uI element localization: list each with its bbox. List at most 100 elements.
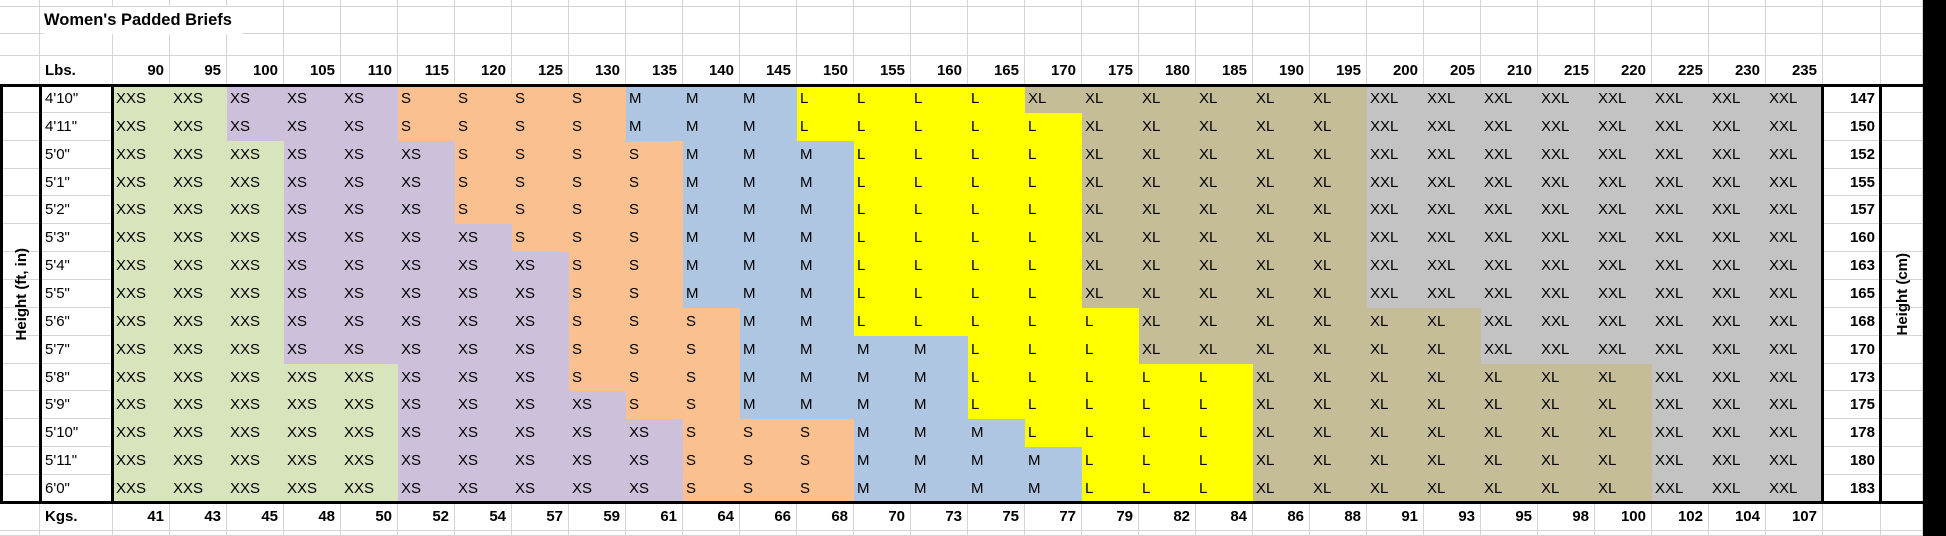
size-cell[interactable]: S bbox=[683, 307, 740, 336]
height-ft-in-cell[interactable]: 5'5" bbox=[40, 280, 113, 308]
size-cell[interactable]: XXL bbox=[1652, 475, 1709, 503]
size-cell[interactable]: M bbox=[740, 85, 797, 113]
size-cell[interactable]: XXL bbox=[1538, 85, 1595, 113]
size-cell[interactable]: XL bbox=[1481, 419, 1538, 448]
size-cell[interactable]: XXL bbox=[1595, 224, 1652, 253]
size-cell[interactable]: M bbox=[1025, 447, 1082, 476]
size-cell[interactable]: M bbox=[1025, 475, 1082, 503]
size-cell[interactable]: XL bbox=[1310, 168, 1367, 197]
size-cell[interactable]: XXS bbox=[113, 140, 170, 169]
weight-kgs-cell[interactable]: 73 bbox=[911, 502, 968, 531]
size-cell[interactable]: S bbox=[569, 363, 626, 392]
size-cell[interactable]: L bbox=[968, 112, 1025, 141]
size-cell[interactable]: XXL bbox=[1424, 224, 1481, 253]
weight-kgs-cell[interactable]: 45 bbox=[227, 502, 284, 531]
height-cm-cell[interactable]: 180 bbox=[1823, 447, 1881, 476]
weight-lbs-header-cell[interactable]: 155 bbox=[854, 56, 911, 85]
size-cell[interactable]: M bbox=[854, 475, 911, 503]
size-cell[interactable]: XS bbox=[398, 447, 455, 476]
size-cell[interactable]: XS bbox=[455, 447, 512, 476]
size-cell[interactable]: L bbox=[1139, 447, 1196, 476]
size-cell[interactable]: XL bbox=[1538, 363, 1595, 392]
size-cell[interactable]: XXL bbox=[1766, 335, 1823, 364]
weight-kgs-cell[interactable]: 41 bbox=[113, 502, 170, 531]
size-cell[interactable]: M bbox=[740, 196, 797, 225]
size-cell[interactable]: L bbox=[854, 196, 911, 225]
size-cell[interactable]: XL bbox=[1310, 447, 1367, 476]
size-cell[interactable]: XXL bbox=[1538, 252, 1595, 281]
size-cell[interactable]: XL bbox=[1310, 363, 1367, 392]
size-cell[interactable]: XL bbox=[1367, 363, 1424, 392]
size-cell[interactable]: XXL bbox=[1652, 335, 1709, 364]
size-cell[interactable]: XXS bbox=[284, 363, 341, 392]
size-cell[interactable]: XXL bbox=[1424, 85, 1481, 113]
size-cell[interactable]: XXL bbox=[1595, 140, 1652, 169]
size-cell[interactable]: S bbox=[797, 447, 854, 476]
size-cell[interactable]: XXL bbox=[1481, 307, 1538, 336]
size-cell[interactable]: XL bbox=[1139, 140, 1196, 169]
size-cell[interactable]: L bbox=[854, 307, 911, 336]
size-cell[interactable]: XXS bbox=[341, 419, 398, 448]
size-cell[interactable]: S bbox=[626, 307, 683, 336]
size-cell[interactable]: S bbox=[512, 224, 569, 253]
size-cell[interactable]: XL bbox=[1310, 196, 1367, 225]
weight-kgs-cell[interactable]: 100 bbox=[1595, 502, 1652, 531]
size-cell[interactable]: M bbox=[740, 363, 797, 392]
size-cell[interactable]: S bbox=[626, 280, 683, 308]
size-cell[interactable]: XXL bbox=[1709, 391, 1766, 420]
size-cell[interactable]: L bbox=[1082, 475, 1139, 503]
size-cell[interactable]: L bbox=[854, 85, 911, 113]
size-cell[interactable]: XL bbox=[1538, 391, 1595, 420]
size-cell[interactable]: XS bbox=[341, 168, 398, 197]
size-cell[interactable]: XXS bbox=[341, 475, 398, 503]
size-cell[interactable]: XL bbox=[1025, 85, 1082, 113]
size-cell[interactable]: XS bbox=[398, 280, 455, 308]
size-cell[interactable]: XXL bbox=[1367, 112, 1424, 141]
size-cell[interactable]: L bbox=[1025, 168, 1082, 197]
size-cell[interactable]: XS bbox=[512, 252, 569, 281]
size-cell[interactable]: XXL bbox=[1538, 307, 1595, 336]
size-cell[interactable]: XXL bbox=[1481, 168, 1538, 197]
size-cell[interactable]: XXL bbox=[1595, 168, 1652, 197]
size-cell[interactable]: XL bbox=[1253, 112, 1310, 141]
size-cell[interactable]: XXS bbox=[113, 335, 170, 364]
size-cell[interactable]: XL bbox=[1367, 419, 1424, 448]
weight-kgs-cell[interactable]: 64 bbox=[683, 502, 740, 531]
size-cell[interactable]: M bbox=[740, 252, 797, 281]
size-cell[interactable]: XXS bbox=[170, 85, 227, 113]
size-cell[interactable]: M bbox=[854, 391, 911, 420]
size-cell[interactable]: L bbox=[911, 196, 968, 225]
size-cell[interactable]: XS bbox=[512, 447, 569, 476]
size-cell[interactable]: XXL bbox=[1709, 280, 1766, 308]
size-cell[interactable]: S bbox=[569, 85, 626, 113]
size-cell[interactable]: XXL bbox=[1538, 168, 1595, 197]
size-cell[interactable]: XXL bbox=[1766, 112, 1823, 141]
size-cell[interactable]: XXL bbox=[1538, 196, 1595, 225]
size-cell[interactable]: M bbox=[683, 112, 740, 141]
size-cell[interactable]: XL bbox=[1310, 280, 1367, 308]
size-cell[interactable]: XXL bbox=[1709, 85, 1766, 113]
height-cm-cell[interactable]: 163 bbox=[1823, 252, 1881, 281]
size-cell[interactable]: XXS bbox=[113, 196, 170, 225]
size-cell[interactable]: S bbox=[569, 140, 626, 169]
size-cell[interactable]: XXL bbox=[1424, 140, 1481, 169]
size-cell[interactable]: XL bbox=[1595, 447, 1652, 476]
size-cell[interactable]: XS bbox=[284, 335, 341, 364]
size-cell[interactable]: XXL bbox=[1595, 252, 1652, 281]
size-cell[interactable]: XS bbox=[398, 335, 455, 364]
size-cell[interactable]: M bbox=[797, 335, 854, 364]
size-cell[interactable]: L bbox=[1025, 196, 1082, 225]
size-cell[interactable]: XL bbox=[1082, 140, 1139, 169]
size-cell[interactable]: XXS bbox=[113, 280, 170, 308]
size-cell[interactable]: L bbox=[797, 112, 854, 141]
size-cell[interactable]: XL bbox=[1253, 85, 1310, 113]
size-cell[interactable]: XXS bbox=[113, 112, 170, 141]
height-cm-cell[interactable]: 160 bbox=[1823, 224, 1881, 253]
size-cell[interactable]: XXL bbox=[1538, 140, 1595, 169]
size-cell[interactable]: XXS bbox=[170, 391, 227, 420]
size-cell[interactable]: S bbox=[512, 112, 569, 141]
size-cell[interactable]: XL bbox=[1481, 363, 1538, 392]
size-cell[interactable]: L bbox=[1196, 447, 1253, 476]
size-cell[interactable]: XXS bbox=[227, 224, 284, 253]
size-cell[interactable]: S bbox=[683, 419, 740, 448]
